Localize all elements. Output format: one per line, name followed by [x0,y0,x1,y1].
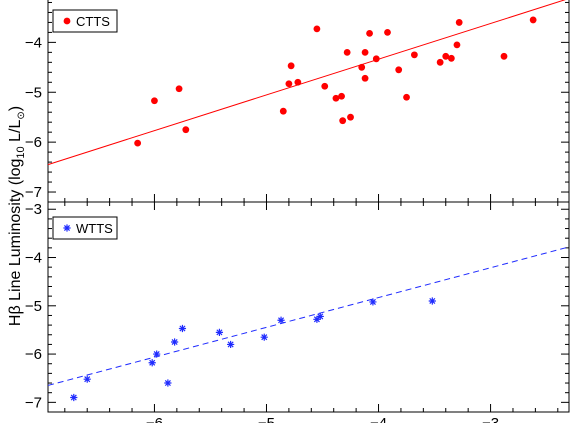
y-axis-label-main: Hβ Line Luminosity (log [7,159,24,327]
bottom-point [215,328,224,336]
top-fit-line [47,0,566,166]
bottom-legend-box [52,216,118,240]
bottom-point [164,379,172,387]
bottom-point [260,333,268,341]
bottom-point [277,316,285,324]
top-point [287,62,295,70]
top-point [500,52,508,60]
top-ytick-label: −4 [25,34,42,51]
top-legend-marker [63,17,71,25]
top-point [410,51,418,59]
top-point [529,16,537,24]
top-ytick-label: −7 [25,184,42,201]
top-point [347,113,354,121]
top-legend-label: CTTS [76,14,110,29]
top-point [436,58,444,66]
y-axis-label-sub: 10 [15,146,27,158]
bottom-legend-label: WTTS [76,221,113,236]
bottom-frame [47,201,570,413]
top-ytick-label: −3 [25,0,42,1]
bottom-ytick-label: −5 [25,298,42,315]
bottom-legend: WTTS [52,216,118,240]
bottom-point [70,393,78,402]
top-point [343,48,351,56]
bottom-ytick-label: −4 [25,250,42,267]
top-panel: −7 −6 −5 −4 −3 CTTS [25,0,570,203]
x-tick-label: −5 [258,415,275,423]
bottom-point [83,375,91,383]
top-point [175,85,183,93]
x-tick-label: −6 [146,415,163,423]
top-point [294,78,302,86]
top-point [151,97,158,105]
top-point [313,25,321,33]
bottom-legend-marker [63,224,71,232]
top-point [321,82,329,90]
y-axis-label-sun: ⊙ [16,111,27,119]
top-point [384,28,391,36]
bottom-point [153,350,161,358]
top-point [134,139,142,147]
top-point [338,92,345,100]
top-point [361,48,369,56]
y-axis-label-unit: L/L [7,120,24,147]
top-point [453,41,461,49]
top-point [372,55,380,63]
top-point [442,52,450,60]
bottom-ytick-label: −3 [25,201,42,218]
top-point [279,107,287,115]
bottom-point [369,298,377,306]
bottom-point [428,297,436,305]
top-point [358,63,366,71]
top-point [182,126,190,134]
top-point [395,66,403,74]
top-point [361,74,369,82]
top-ytick-label: −6 [25,134,42,151]
bottom-panel: −7 −6 −5 −4 −3 WTTS [25,201,570,413]
top-legend-box [52,9,118,33]
top-point [447,54,455,62]
top-point [339,117,347,125]
top-point [455,19,463,26]
bottom-point [178,324,187,333]
bottom-fit-line [47,246,570,386]
bottom-ytick-label: −6 [25,346,42,363]
bottom-point [313,315,321,323]
bottom-ytick-label: −7 [25,394,42,411]
y-axis-label-close: ) [7,106,24,111]
bottom-point [171,338,179,346]
top-ytick-label: −5 [25,84,42,101]
top-frame [47,0,570,203]
bottom-point [227,340,235,349]
top-legend: CTTS [52,9,118,33]
x-tick-label: −3 [482,415,499,423]
bottom-point [316,312,324,321]
top-point [366,29,373,37]
top-point [403,93,410,101]
x-tick-label: −4 [370,415,387,423]
top-point [332,94,340,102]
bottom-point [148,359,156,367]
top-point [285,80,293,88]
y-axis-label: Hβ Line Luminosity (log10 L/L⊙) [7,106,27,326]
